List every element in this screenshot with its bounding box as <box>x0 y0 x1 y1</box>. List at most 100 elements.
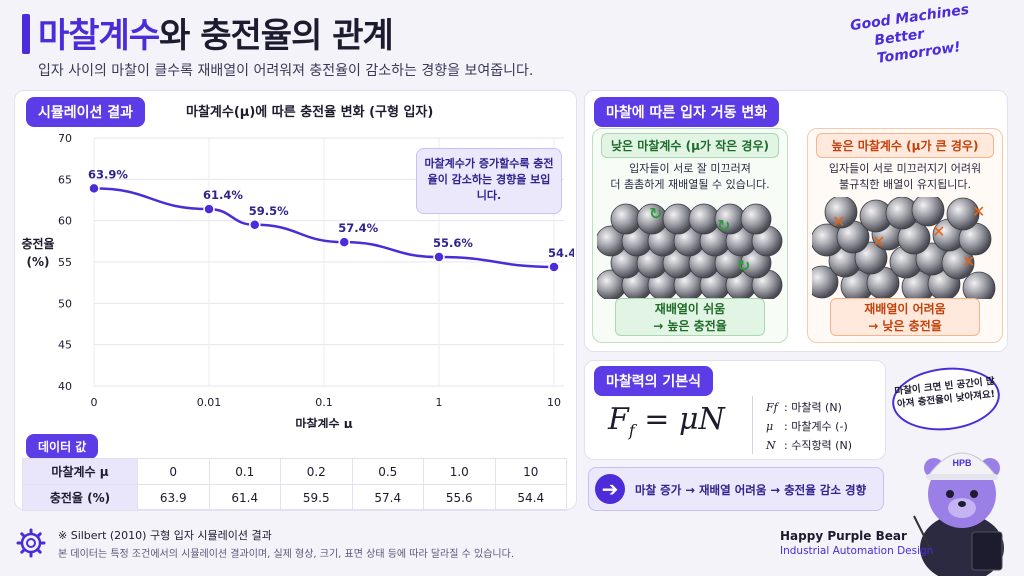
low-friction-desc: 입자들이 서로 잘 미끄러져 더 촘촘하게 재배열될 수 있습니다. <box>599 161 781 193</box>
y-tick-label: 55 <box>58 256 72 269</box>
table-cell: 0 <box>137 458 210 485</box>
legend-item: μ : 마찰계수 (-) <box>766 417 852 436</box>
particle <box>854 241 888 275</box>
legend-text: : 수직항력 (N) <box>784 439 852 452</box>
page-title: 마찰계수와 충전율의 관계 <box>38 8 394 57</box>
helmet-label: HPB <box>952 458 972 468</box>
low-desc-line2: 더 촘촘하게 재배열될 수 있습니다. <box>610 178 770 191</box>
table-cell: 0.1 <box>208 458 281 485</box>
high-result-line2: → 낮은 충전율 <box>868 319 942 333</box>
friction-packing-chart: 70 65 60 55 50 45 40 0 0.01 0.1 1 10 마찰계수 μ 충전율 (%) 63.… <box>21 132 574 428</box>
data-table: 마찰계수 μ 0 0.1 0.2 0.5 1.0 10 충전율 (%) 63.9… <box>22 458 567 511</box>
high-friction-title: 높은 마찰계수 (μ가 큰 경우) <box>816 133 994 158</box>
data-label: 63.9% <box>88 167 128 181</box>
y-tick-label: 65 <box>58 173 72 186</box>
table-cell: 54.4 <box>494 484 567 511</box>
table-cell: 63.9 <box>137 484 210 511</box>
title-rest: 와 충전율의 관계 <box>159 16 394 56</box>
blocked-x-icon: ✕ <box>832 212 845 231</box>
legend-text: : 마찰력 (N) <box>784 401 842 414</box>
y-tick-label: 70 <box>58 132 72 145</box>
x-tick-label: 0.1 <box>315 396 333 409</box>
table-cell: 55.6 <box>423 484 496 511</box>
data-label: 59.5% <box>249 204 289 218</box>
data-point <box>548 261 560 273</box>
y-axis-label: 충전율 <box>21 236 54 251</box>
table-cell: 61.4 <box>208 484 281 511</box>
table-cell: 57.4 <box>351 484 424 511</box>
simulation-tag: 시뮬레이션 결과 <box>26 97 146 127</box>
loose-particles-illustration: ✕ ✕ ✕ ✕ ✕ <box>812 197 996 299</box>
series-line <box>93 187 555 269</box>
title-accent-bar <box>22 14 30 54</box>
legend-sym: Ff <box>766 401 778 414</box>
high-desc-line1: 입자들이 서로 미끄러지기 어려워 <box>828 162 982 175</box>
blocked-x-icon: ✕ <box>962 252 975 271</box>
formula-rhs: = μN <box>634 402 725 437</box>
table-cell: 59.5 <box>280 484 353 511</box>
data-label: 57.4% <box>338 221 378 235</box>
high-friction-card: 높은 마찰계수 (μ가 큰 경우) 입자들이 서로 미끄러지기 어려워 불규칙한… <box>807 128 1003 343</box>
data-point <box>249 219 261 231</box>
brand-name: Happy Purple Bear <box>780 529 907 543</box>
low-friction-title: 낮은 마찰계수 (μ가 작은 경우) <box>601 133 779 158</box>
formula-F: F <box>608 402 629 437</box>
particle <box>911 197 945 227</box>
low-result-line1: 재배열이 쉬움 <box>654 302 726 316</box>
friction-formula: Ff = μN <box>608 402 725 440</box>
data-table-tag: 데이터 값 <box>26 434 99 459</box>
behavior-tag: 마찰에 따른 입자 거동 변화 <box>594 97 780 127</box>
data-point <box>203 203 215 215</box>
low-desc-line1: 입자들이 서로 잘 미끄러져 <box>629 162 751 175</box>
title-highlight: 마찰계수 <box>38 16 160 56</box>
x-tick-label: 0 <box>91 396 98 409</box>
legend-item: N: 수직항력 (N) <box>766 436 852 455</box>
low-friction-card: 낮은 마찰계수 (μ가 작은 경우) 입자들이 서로 잘 미끄러져 더 촘촘하게… <box>592 128 788 343</box>
source-note: ※ Silbert (2010) 구형 입자 시뮬레이션 결과 <box>58 529 272 542</box>
y-tick-label: 45 <box>58 339 72 352</box>
low-friction-result: 재배열이 쉬움 → 높은 충전율 <box>615 298 765 336</box>
flow-text: 마찰 증가 → 재배열 어려움 → 충전율 감소 경향 <box>635 483 867 497</box>
data-point <box>338 236 351 248</box>
blocked-x-icon: ✕ <box>932 222 945 241</box>
legend-text: : 마찰계수 (-) <box>784 420 848 433</box>
chart-heading: 마찰계수(μ)에 따른 충전율 변화 (구형 입자) <box>186 105 434 120</box>
particle <box>812 265 839 299</box>
y-tick-label: 40 <box>58 380 72 393</box>
formula-tag: 마찰력의 기본식 <box>594 366 714 396</box>
blocked-x-icon: ✕ <box>972 202 985 221</box>
particle <box>740 203 772 235</box>
table-cell: 10 <box>494 458 567 485</box>
formula-legend: Ff : 마찰력 (N) μ : 마찰계수 (-) N: 수직항력 (N) <box>766 398 852 455</box>
table-row-label: 마찰계수 μ <box>22 458 138 485</box>
dense-particles-illustration: ↻ ↻ ↻ <box>597 203 783 299</box>
table-cell: 1.0 <box>423 458 496 485</box>
high-friction-desc: 입자들이 서로 미끄러지기 어려워 불규칙한 배열이 유지됩니다. <box>814 161 996 193</box>
rotate-arrow-icon: ↻ <box>717 216 730 235</box>
particle <box>946 197 980 231</box>
high-desc-line2: 불규칙한 배열이 유지됩니다. <box>839 178 971 191</box>
flow-summary: ➔ 마찰 증가 → 재배열 어려움 → 충전율 감소 경향 <box>588 467 884 511</box>
high-friction-result: 재배열이 어려움 → 낮은 충전율 <box>830 298 980 336</box>
x-tick-label: 0.01 <box>197 396 222 409</box>
arrow-right-icon: ➔ <box>595 474 625 504</box>
particle <box>824 197 858 229</box>
data-label: 54.4% <box>548 246 574 260</box>
table-row-label: 충전율 (%) <box>22 484 138 511</box>
data-label: 61.4% <box>203 188 243 202</box>
y-axis-unit: (%) <box>27 255 50 269</box>
data-label: 55.6% <box>433 236 473 250</box>
slogan: Good Machines Better Tomorrow! <box>849 0 1015 71</box>
table-row-friction: 마찰계수 μ 0 0.1 0.2 0.5 1.0 10 <box>22 458 567 485</box>
particle <box>688 203 720 235</box>
data-point <box>88 182 100 195</box>
y-tick-label: 60 <box>58 215 72 228</box>
table-cell: 0.2 <box>280 458 353 485</box>
blocked-x-icon: ✕ <box>872 232 885 251</box>
legend-sym: μ <box>766 420 774 433</box>
data-point <box>433 251 445 263</box>
brand-subtitle: Industrial Automation Design <box>780 545 934 557</box>
gear-icon <box>16 528 46 558</box>
table-row-packing: 충전율 (%) 63.9 61.4 59.5 57.4 55.6 54.4 <box>22 484 567 511</box>
legend-item: Ff : 마찰력 (N) <box>766 398 852 417</box>
